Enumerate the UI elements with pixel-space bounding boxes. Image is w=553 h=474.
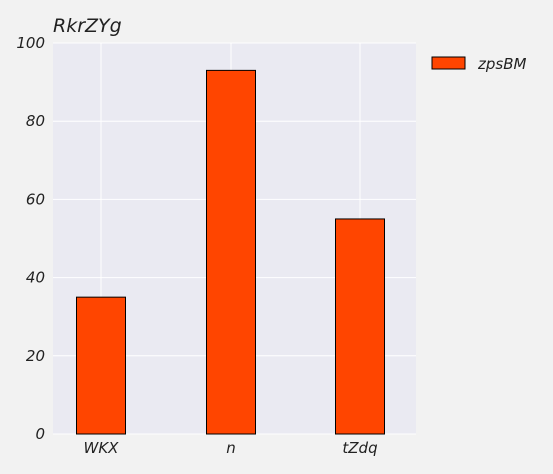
y-tick-label: 40 bbox=[26, 269, 45, 287]
legend-label-zpsBM: zpsBM bbox=[477, 55, 527, 73]
x-tick-label: tZdq bbox=[342, 439, 377, 457]
bar-tZdq bbox=[335, 218, 385, 435]
y-axis-ticks: 0 20 40 60 80 100 bbox=[16, 34, 45, 443]
x-tick-label: WKX bbox=[84, 439, 120, 457]
chart-title: RkrZYg bbox=[53, 15, 122, 37]
bar-WKX bbox=[76, 296, 126, 435]
y-tick-label: 0 bbox=[35, 425, 45, 443]
x-tick-label: n bbox=[226, 439, 236, 457]
y-tick-label: 100 bbox=[16, 34, 45, 52]
y-tick-label: 60 bbox=[26, 190, 45, 208]
y-tick-label: 80 bbox=[26, 112, 45, 130]
legend: zpsBM bbox=[431, 55, 527, 73]
bar-n bbox=[206, 69, 256, 435]
bars bbox=[76, 69, 385, 435]
legend-swatch-zpsBM bbox=[431, 56, 466, 70]
y-tick-label: 20 bbox=[26, 347, 45, 365]
x-axis-ticks: WKX n tZdq bbox=[84, 439, 378, 457]
